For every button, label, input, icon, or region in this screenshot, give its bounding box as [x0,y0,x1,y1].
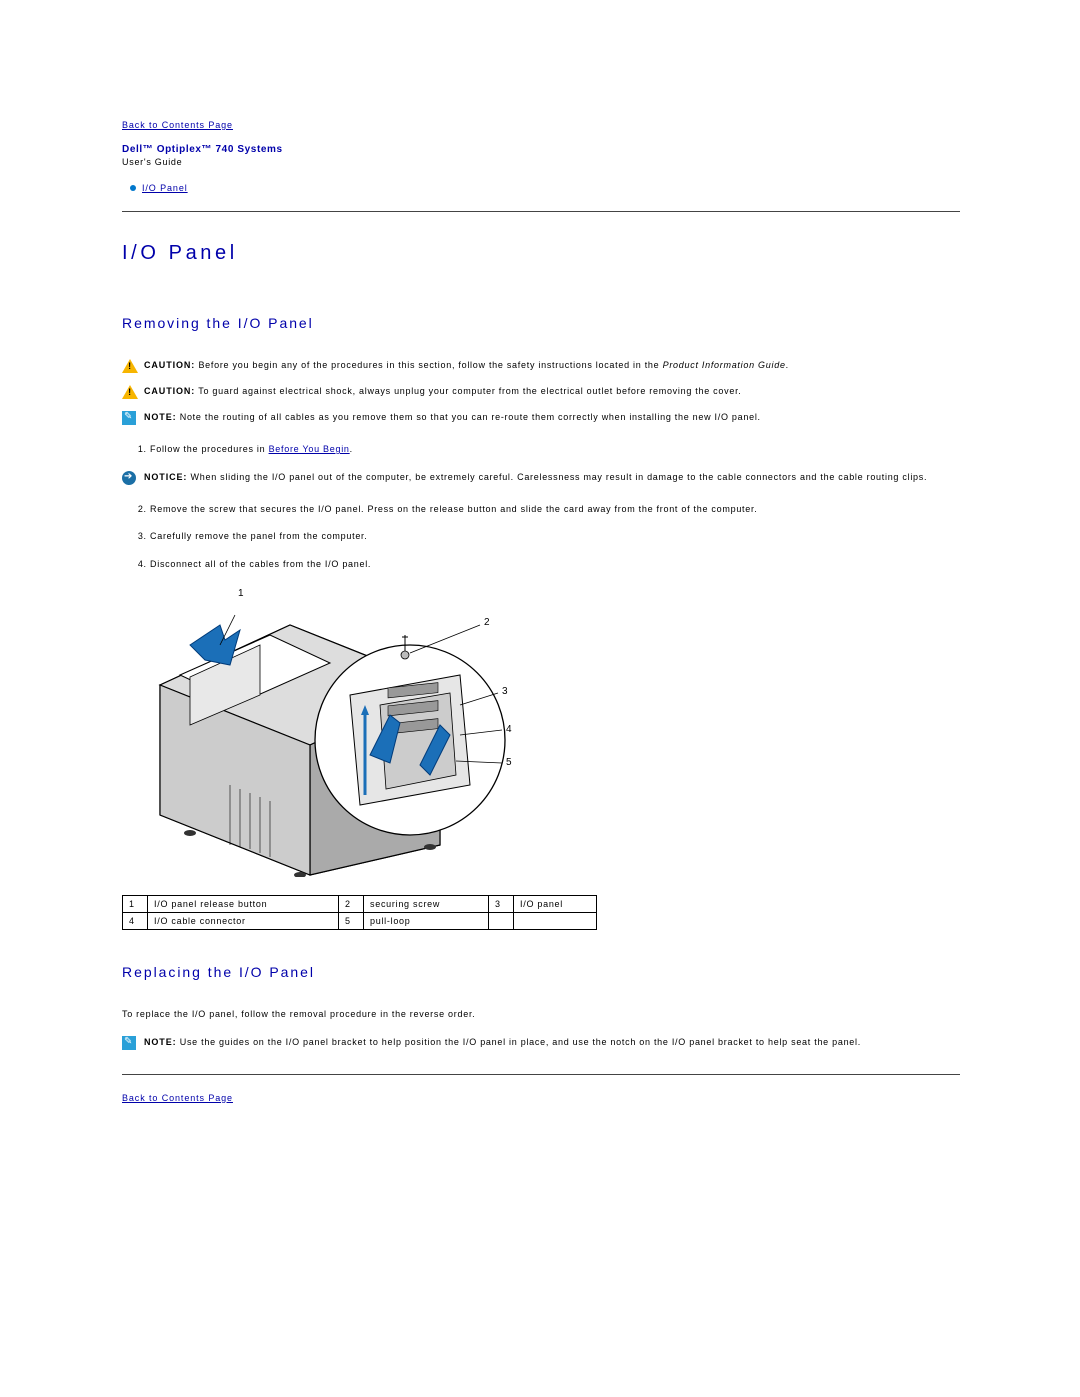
note2-text: Use the guides on the I/O panel bracket … [180,1037,861,1047]
caution1-i: Product Information Guide [663,360,786,370]
step1-a: Follow the procedures in [150,444,269,454]
guide-subtitle: User's Guide [122,157,960,167]
caution-row-2: CAUTION: To guard against electrical sho… [122,385,960,399]
table-row: 1 I/O panel release button 2 securing sc… [123,896,597,913]
note-label: NOTE: [144,1037,177,1047]
notice-label: NOTICE: [144,472,187,482]
steps-list: Follow the procedures in Before You Begi… [122,443,960,457]
note-row-1: NOTE: Note the routing of all cables as … [122,411,960,425]
caution2-text: To guard against electrical shock, alway… [198,386,741,396]
before-you-begin-link[interactable]: Before You Begin [269,444,350,454]
cell: I/O panel [514,896,597,913]
note1-text: Note the routing of all cables as you re… [180,412,761,422]
callout-5: 5 [506,757,512,768]
step-3: Carefully remove the panel from the comp… [150,530,960,544]
cell: securing screw [364,896,489,913]
replace-text: To replace the I/O panel, follow the rem… [122,1008,960,1022]
bullet-icon [130,185,136,191]
callout-4: 4 [506,724,512,735]
cell: I/O panel release button [148,896,339,913]
note-text-2: NOTE: Use the guides on the I/O panel br… [144,1036,861,1050]
cell: pull-loop [364,913,489,930]
caution1-b: . [786,360,789,370]
steps-list-2: Remove the screw that secures the I/O pa… [122,503,960,572]
caution1-a: Before you begin any of the procedures i… [198,360,662,370]
page-title: I/O Panel [122,242,960,265]
toc-row: I/O Panel [122,183,960,193]
caution-label: CAUTION: [144,386,195,396]
io-panel-figure: 1 2 3 4 5 [130,585,510,877]
cell: I/O cable connector [148,913,339,930]
cell: 4 [123,913,148,930]
back-to-contents-top[interactable]: Back to Contents Page [122,120,233,130]
cell: 3 [489,896,514,913]
note-icon [122,411,138,425]
step-1: Follow the procedures in Before You Begi… [150,443,960,457]
divider [122,1074,960,1075]
divider [122,211,960,212]
notice1-text: When sliding the I/O panel out of the co… [191,472,928,482]
note-icon [122,1036,138,1050]
cell: 2 [339,896,364,913]
note-label: NOTE: [144,412,177,422]
callout-2: 2 [484,617,490,628]
step-2: Remove the screw that secures the I/O pa… [150,503,960,517]
note-text-1: NOTE: Note the routing of all cables as … [144,411,761,425]
notice-row-1: NOTICE: When sliding the I/O panel out o… [122,471,960,485]
back-to-contents-bottom[interactable]: Back to Contents Page [122,1093,233,1103]
caution-row-1: CAUTION: Before you begin any of the pro… [122,359,960,373]
caution-icon [122,359,138,373]
cell [514,913,597,930]
cell [489,913,514,930]
caution-text-2: CAUTION: To guard against electrical sho… [144,385,742,399]
notice-text-1: NOTICE: When sliding the I/O panel out o… [144,471,927,485]
toc-link-io-panel[interactable]: I/O Panel [142,183,188,193]
parts-table: 1 I/O panel release button 2 securing sc… [122,895,597,930]
cell: 1 [123,896,148,913]
notice-icon [122,471,138,485]
callout-3: 3 [502,686,508,697]
cell: 5 [339,913,364,930]
figure-svg [130,585,510,877]
section-replacing: Replacing the I/O Panel [122,964,960,980]
product-title: Dell™ Optiplex™ 740 Systems [122,144,960,155]
step1-b: . [350,444,353,454]
callout-1: 1 [238,588,244,599]
caution-text-1: CAUTION: Before you begin any of the pro… [144,359,789,373]
note-row-2: NOTE: Use the guides on the I/O panel br… [122,1036,960,1050]
section-removing: Removing the I/O Panel [122,315,960,331]
caution-icon [122,385,138,399]
table-row: 4 I/O cable connector 5 pull-loop [123,913,597,930]
step-4: Disconnect all of the cables from the I/… [150,558,960,572]
caution-label: CAUTION: [144,360,195,370]
